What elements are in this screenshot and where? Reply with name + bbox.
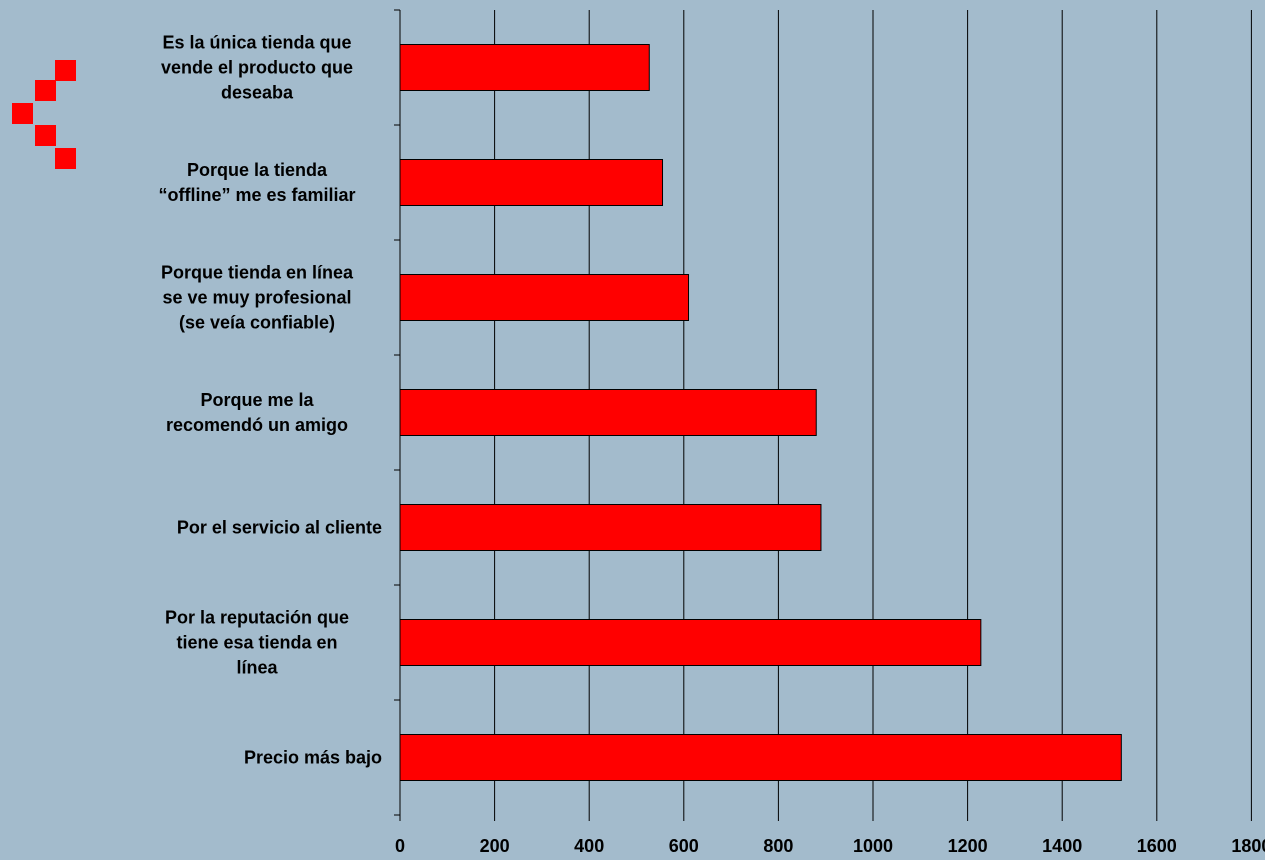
x-tick-label: 0 bbox=[395, 836, 405, 856]
bar bbox=[399, 389, 817, 436]
bar bbox=[399, 734, 1122, 781]
category-label: Porque tienda en línea se ve muy profesio… bbox=[161, 263, 354, 333]
category-label-line: (se veía confiable) bbox=[179, 313, 335, 333]
x-tick-label: 200 bbox=[480, 836, 510, 856]
category-label-line: vende el producto que bbox=[161, 58, 353, 78]
category-label-line: Es la única tienda que bbox=[162, 33, 351, 53]
category-label-line: deseaba bbox=[221, 83, 294, 103]
category-label-line: tiene esa tienda en bbox=[176, 633, 337, 653]
decor-square bbox=[35, 125, 56, 146]
category-label-line: Porque tienda en línea bbox=[161, 263, 354, 283]
category-label-line: se ve muy profesional bbox=[162, 288, 351, 308]
category-label-line: Porque la tienda bbox=[187, 160, 328, 180]
x-tick-label: 1200 bbox=[948, 836, 988, 856]
x-tick-labels: 0 200 400 600 800 1000 1200 1400 1600 1800 bbox=[395, 836, 1265, 856]
category-label-line: “offline” me es familiar bbox=[158, 185, 355, 205]
category-labels: Es la única tienda que vende el producto … bbox=[158, 33, 382, 768]
x-tick-label: 800 bbox=[763, 836, 793, 856]
x-tick-label: 1400 bbox=[1042, 836, 1082, 856]
bar bbox=[399, 619, 982, 666]
category-label: Es la única tienda que vende el producto … bbox=[161, 33, 353, 103]
category-label: Por el servicio al cliente bbox=[177, 518, 382, 538]
bar bbox=[399, 274, 690, 321]
category-label-line: recomendó un amigo bbox=[166, 415, 348, 435]
x-tick-label: 1000 bbox=[853, 836, 893, 856]
red-square-chevron-icon bbox=[12, 60, 76, 169]
bars bbox=[399, 44, 1122, 781]
x-tick-label: 1800 bbox=[1231, 836, 1265, 856]
decor-square bbox=[55, 60, 76, 81]
category-label-line: Porque me la bbox=[200, 390, 314, 410]
bar bbox=[399, 159, 664, 206]
category-label: Por la reputación que tiene esa tienda en… bbox=[165, 608, 349, 678]
y-axis bbox=[394, 9, 401, 816]
decor-square bbox=[35, 80, 56, 101]
x-tick-label: 400 bbox=[574, 836, 604, 856]
x-tick-label: 1600 bbox=[1137, 836, 1177, 856]
category-label-line: línea bbox=[236, 658, 278, 678]
category-label: Precio más bajo bbox=[244, 748, 382, 768]
bar bbox=[399, 44, 650, 91]
decor-square bbox=[55, 148, 76, 169]
category-label: Porque la tienda “offline” me es familiar bbox=[158, 160, 355, 205]
decor-square bbox=[12, 103, 33, 124]
category-label-line: Por la reputación que bbox=[165, 608, 349, 628]
x-tick-label: 600 bbox=[669, 836, 699, 856]
category-label-line: Por el servicio al cliente bbox=[177, 518, 382, 538]
bar bbox=[399, 504, 822, 551]
category-label: Porque me la recomendó un amigo bbox=[166, 390, 348, 435]
category-label-line: Precio más bajo bbox=[244, 748, 382, 768]
